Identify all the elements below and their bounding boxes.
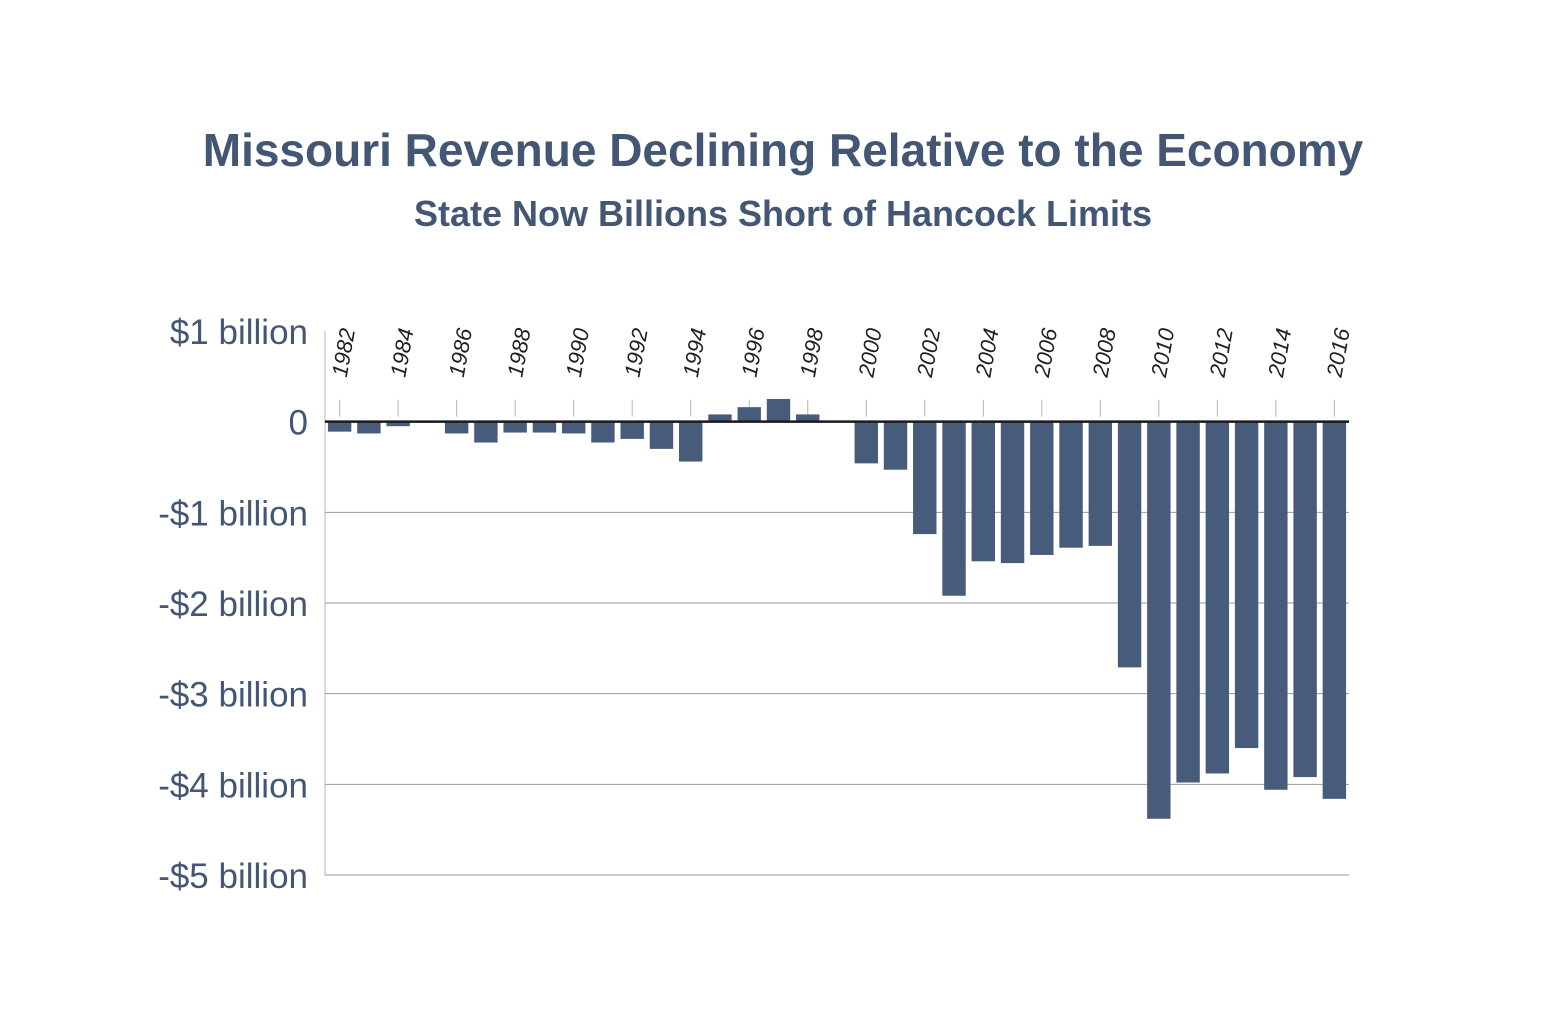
- x-tick-label: 1982: [327, 326, 360, 379]
- bar-1989: [532, 421, 557, 433]
- bar-2003: [942, 421, 966, 596]
- x-tick-label: 2000: [853, 326, 886, 380]
- y-tick-label: -$3 billion: [158, 676, 308, 715]
- bar-2014: [1264, 421, 1288, 790]
- bar-2001: [883, 421, 908, 470]
- y-tick-label: 0: [289, 404, 308, 443]
- y-axis-labels: $1 billion 0 -$1 billion -$2 billion -$3 bil…: [158, 313, 308, 896]
- bar-2002: [913, 421, 937, 535]
- bar-2012: [1205, 421, 1230, 774]
- bar-1987: [474, 421, 498, 443]
- bar-1993: [649, 421, 674, 449]
- bar-1990: [561, 421, 586, 434]
- bar-2015: [1293, 421, 1317, 778]
- bar-1984: [386, 421, 410, 427]
- y-tick-label: $1 billion: [170, 313, 308, 352]
- x-tick-label: 2008: [1087, 326, 1120, 380]
- bar-2000: [854, 421, 878, 464]
- y-tick-label: -$4 billion: [158, 766, 308, 805]
- bar-1998: [796, 414, 820, 422]
- bar-1996: [737, 407, 761, 422]
- y-tick-label: -$5 billion: [158, 857, 308, 896]
- bar-2011: [1176, 421, 1200, 783]
- grid: [324, 331, 1349, 876]
- bar-2007: [1059, 421, 1083, 548]
- x-tick-label: 2004: [970, 326, 1003, 380]
- x-tick-label: 2010: [1146, 326, 1179, 380]
- bar-2013: [1234, 421, 1259, 749]
- bar-1983: [357, 421, 381, 434]
- x-tick-label: 1996: [737, 326, 770, 379]
- bar-2016: [1322, 421, 1347, 799]
- bar-2005: [1000, 421, 1025, 564]
- y-tick-label: -$2 billion: [158, 585, 308, 624]
- bar-1992: [620, 421, 644, 439]
- bar-1991: [591, 421, 615, 443]
- x-tick-label: 1994: [678, 326, 711, 379]
- bar-2009: [1117, 421, 1142, 668]
- x-tick-label: 2012: [1204, 326, 1237, 380]
- x-axis-labels: 1982 1984 1986 1988 1990 1992 1994 1996 1998 2000…: [327, 326, 1355, 380]
- bar-1986: [444, 421, 469, 434]
- bar-1995: [708, 414, 732, 422]
- x-tick-label: 1992: [620, 326, 653, 379]
- x-tick-label: 1984: [385, 326, 418, 379]
- x-tick-label: 2006: [1029, 326, 1062, 380]
- x-tick-label: 2016: [1322, 326, 1355, 380]
- x-tick-label: 2014: [1263, 326, 1296, 380]
- bars: [327, 399, 1347, 819]
- x-tick-label: 1998: [795, 326, 828, 379]
- bar-2010: [1147, 421, 1171, 819]
- bar-2004: [971, 421, 995, 562]
- bar-2006: [1030, 421, 1054, 555]
- bar-1994: [679, 421, 703, 462]
- bar-1997: [766, 399, 791, 422]
- y-tick-label: -$1 billion: [158, 494, 308, 533]
- x-tick-label: 1988: [502, 326, 535, 379]
- x-tick-label: 1990: [561, 326, 594, 379]
- chart-title: Missouri Revenue Declining Relative to t…: [203, 124, 1364, 176]
- bar-1988: [503, 421, 527, 433]
- x-tick-label: 1986: [444, 326, 477, 379]
- x-tick-label: 2002: [912, 326, 945, 380]
- chart-subtitle: State Now Billions Short of Hancock Limi…: [414, 193, 1152, 234]
- bar-1982: [327, 421, 352, 432]
- bar-2008: [1088, 421, 1113, 546]
